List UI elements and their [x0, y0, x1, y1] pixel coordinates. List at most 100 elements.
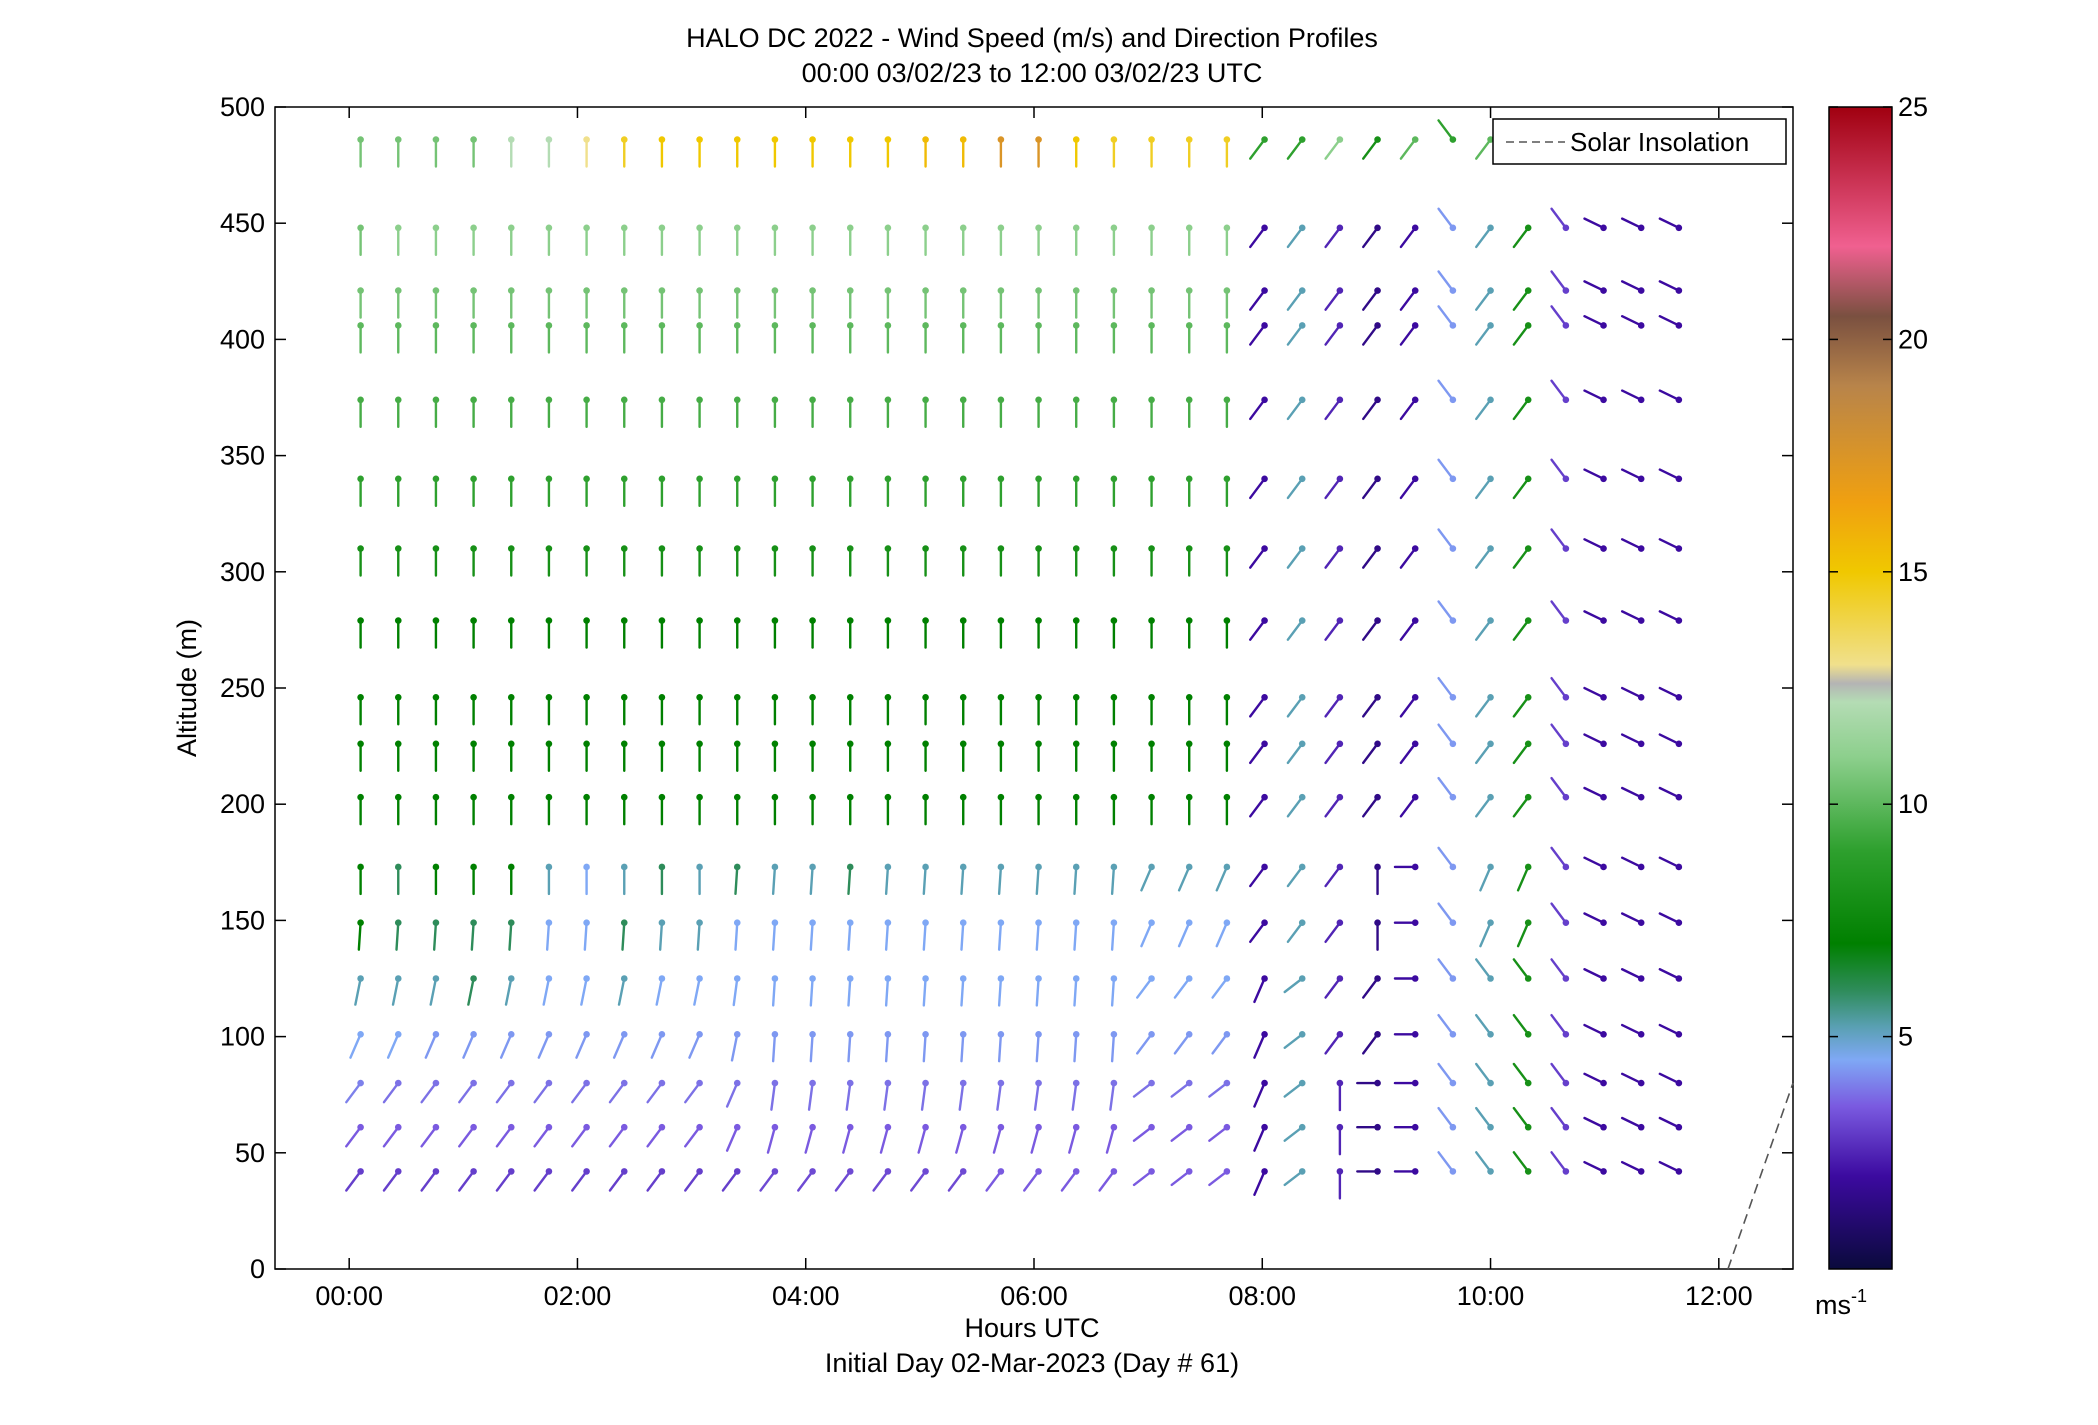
wind-barb-dot: [1336, 693, 1344, 701]
wind-barb-line: [884, 865, 890, 896]
wind-barb-line: [354, 977, 362, 1006]
wind-barb-dot: [809, 322, 816, 329]
wind-barb-dot: [658, 322, 666, 329]
wind-barb-dot: [658, 863, 666, 871]
wind-barb-dot: [696, 793, 703, 801]
wind-barb-dot: [846, 287, 854, 294]
wind-barb-dot: [1374, 1168, 1381, 1175]
wind-barb-line: [533, 1126, 551, 1148]
wind-barb-dot: [1148, 693, 1155, 701]
wind-barb-line: [1620, 686, 1643, 699]
wind-barb-line: [345, 1126, 362, 1148]
wind-barb-line: [917, 1126, 927, 1154]
wind-barb-dot: [583, 740, 590, 748]
wind-barb-line: [608, 1126, 626, 1148]
wind-barb-dot: [1562, 863, 1570, 871]
wind-barb-dot: [470, 863, 477, 871]
wind-barb-dot: [583, 793, 590, 801]
wind-barb-dot: [997, 475, 1005, 483]
wind-barb-dot: [771, 322, 779, 329]
wind-barb-line: [1249, 865, 1266, 888]
wind-barb-dot: [884, 617, 892, 624]
wind-barb-line: [1512, 477, 1530, 500]
wind-barb-line: [499, 1033, 513, 1059]
wind-barb-line: [1475, 619, 1492, 641]
wind-barb-dot: [1374, 740, 1381, 748]
wind-barb-line: [1136, 977, 1153, 999]
wind-barb-line: [1253, 1126, 1266, 1152]
wind-barb-line: [1286, 324, 1304, 346]
wind-barb-dot: [1298, 863, 1306, 871]
wind-barb-dot: [884, 136, 892, 143]
wind-barb-line: [420, 1081, 438, 1104]
wind-barb-line: [1550, 458, 1568, 481]
wind-barb-line: [646, 1126, 664, 1148]
wind-barb-dot: [545, 1030, 553, 1038]
wind-barb-dot: [1411, 545, 1419, 552]
wind-barb-dot: [1185, 224, 1193, 232]
wind-barb-line: [834, 1170, 852, 1192]
wind-barb-dot: [1035, 545, 1042, 552]
wind-barb-line: [684, 1126, 701, 1148]
wind-barb-dot: [809, 919, 816, 927]
wind-barb-line: [1362, 547, 1379, 569]
wind-barb-dot: [583, 475, 590, 483]
wind-barb-line: [1177, 921, 1191, 948]
wind-barb-dot: [771, 545, 779, 552]
wind-barb-dot: [922, 287, 929, 294]
wind-barb-dot: [922, 136, 929, 143]
wind-barb-dot: [1524, 287, 1532, 294]
wind-barb-line: [1249, 289, 1266, 311]
wind-barb-dot: [922, 1030, 929, 1038]
wind-barb-dot: [997, 863, 1005, 871]
wind-barb-line: [1550, 270, 1568, 292]
wind-barb-dot: [1336, 1030, 1344, 1038]
wind-barb-dot: [432, 693, 440, 701]
wind-barb-dot: [1185, 863, 1193, 871]
wind-barb-dot: [620, 545, 628, 552]
wind-barb-line: [1658, 280, 1681, 292]
wind-barb-dot: [1411, 1079, 1419, 1087]
wind-barb-line: [1362, 619, 1379, 641]
wind-barb-dot: [545, 693, 553, 701]
wind-barb-line: [1658, 1072, 1681, 1085]
wind-barb-line: [955, 1126, 965, 1154]
wind-barb-line: [1658, 686, 1681, 699]
wind-barb-line: [1324, 477, 1342, 500]
wind-barb-dot: [545, 322, 553, 329]
wind-barb-line: [1620, 856, 1643, 869]
wind-barb-dot: [394, 322, 402, 329]
wind-barb-dot: [959, 740, 967, 748]
wind-barb-dot: [1637, 975, 1645, 982]
wind-barb-dot: [1637, 863, 1645, 871]
wind-barb-dot: [583, 919, 590, 927]
wind-barb-dot: [1600, 919, 1607, 927]
wind-barb-dot: [1261, 617, 1268, 624]
wind-barb-dot: [357, 975, 364, 982]
wind-barb-line: [732, 977, 739, 1007]
wind-barb-dot: [507, 919, 515, 927]
wind-barb-dot: [1600, 475, 1607, 483]
wind-barb-dot: [1411, 322, 1419, 329]
wind-barb-line: [771, 1033, 777, 1063]
wind-barb-dot: [1449, 322, 1457, 329]
wind-barb-dot: [1637, 396, 1645, 404]
wind-barb-dot: [696, 1123, 703, 1131]
wind-barb-dot: [1185, 975, 1193, 982]
wind-barb-line: [1136, 1033, 1153, 1055]
wind-barb-dot: [922, 396, 929, 404]
wind-barb-line: [1035, 865, 1040, 896]
wind-barb-dot: [432, 793, 440, 801]
wind-barb-dot: [1675, 224, 1683, 232]
wind-barb-line: [960, 1033, 965, 1063]
wind-barb-dot: [1449, 396, 1457, 404]
wind-barb-line: [847, 921, 852, 951]
wind-barb-line: [1030, 1126, 1040, 1154]
wind-barb-dot: [583, 287, 590, 294]
wind-barb-dot: [771, 287, 779, 294]
wind-barb-dot: [733, 693, 741, 701]
colorbar-unit-base: ms: [1815, 1290, 1851, 1320]
wind-barb-dot: [1035, 975, 1042, 982]
x-tick-label: 00:00: [315, 1281, 383, 1311]
